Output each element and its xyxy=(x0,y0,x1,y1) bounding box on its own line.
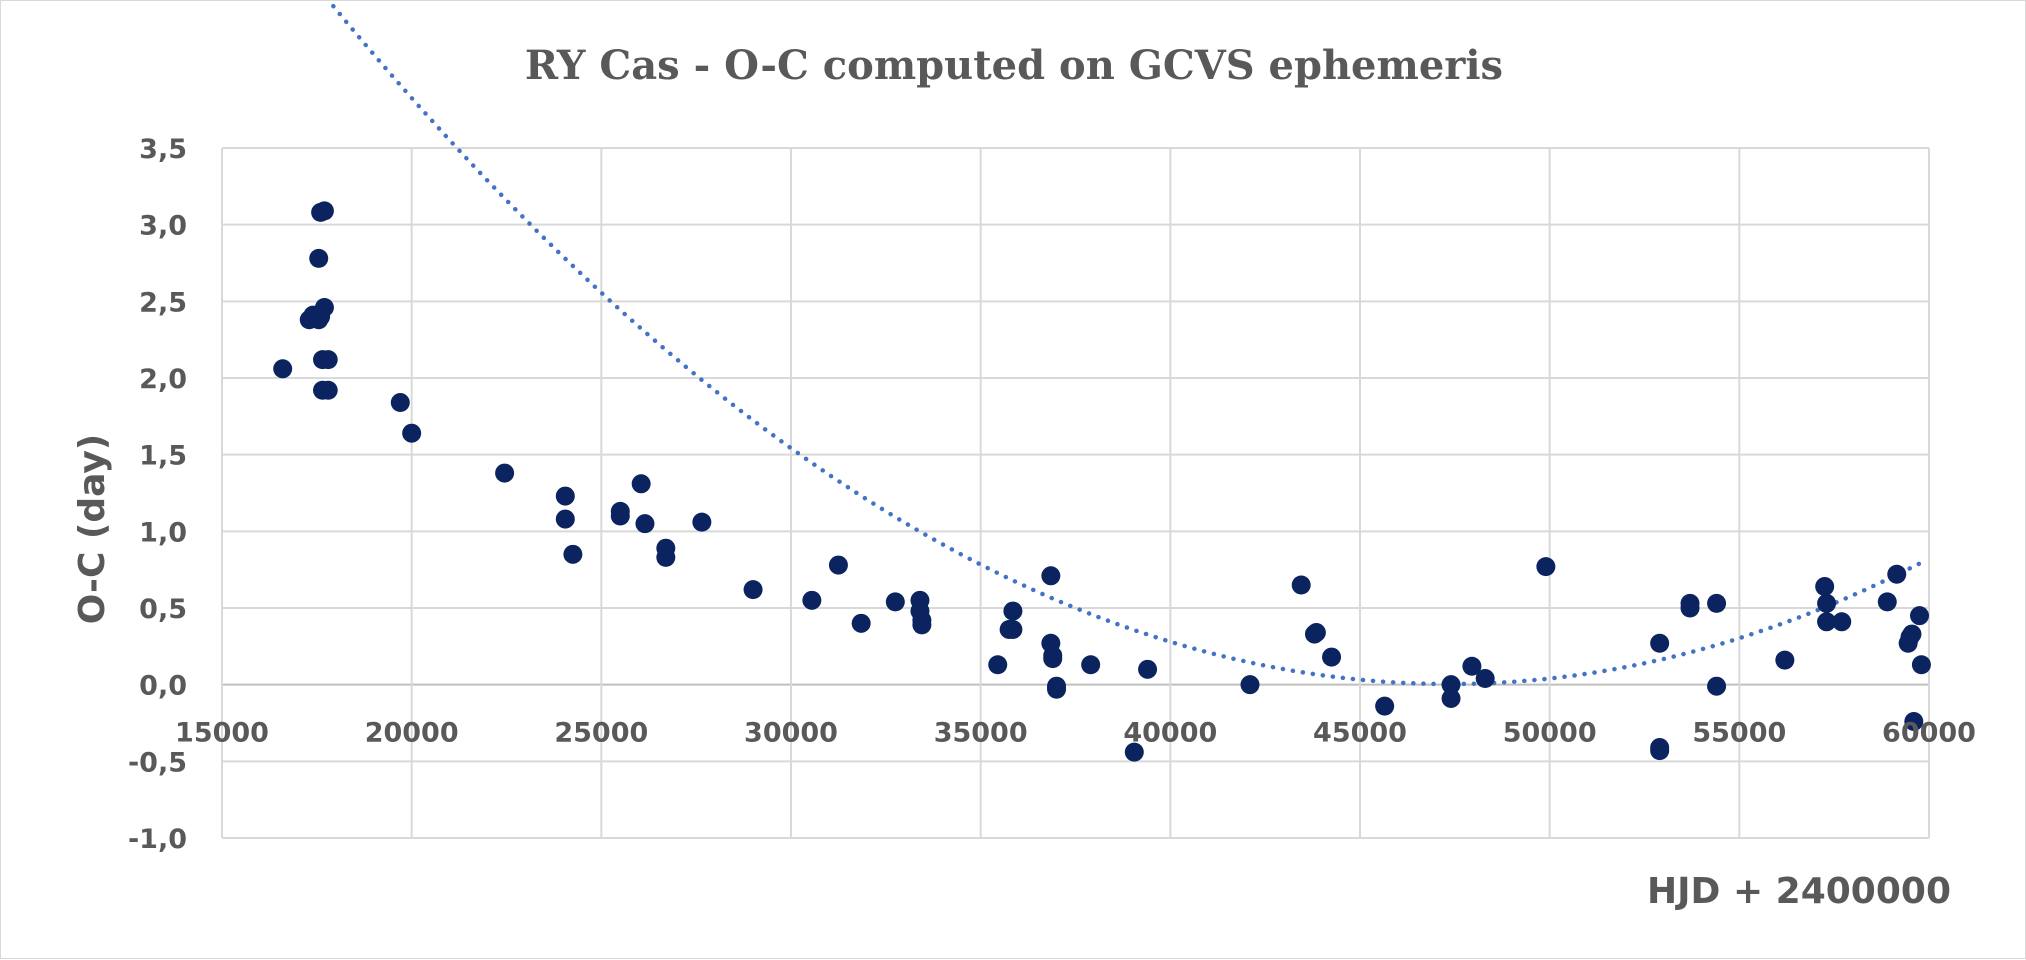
data-point xyxy=(1910,606,1930,626)
data-point xyxy=(1441,675,1461,695)
data-point xyxy=(1441,688,1461,708)
x-tick-labels: 15000 20000 25000 30000 35000 40000 45000 50000… xyxy=(175,718,1976,749)
trendline xyxy=(326,1,1924,687)
data-point xyxy=(1650,633,1670,653)
data-point xyxy=(885,592,905,612)
data-point xyxy=(988,655,1008,675)
y-tick-label: -0,5 xyxy=(128,747,187,778)
y-tick-label: 1,0 xyxy=(139,517,187,548)
data-point xyxy=(563,544,583,564)
data-point xyxy=(1003,601,1023,621)
data-point xyxy=(1322,647,1342,667)
x-tick-label: 20000 xyxy=(365,718,459,749)
data-point xyxy=(851,613,871,633)
data-point xyxy=(273,359,293,379)
x-tick-label: 50000 xyxy=(1503,718,1597,749)
data-point xyxy=(309,248,329,268)
data-point xyxy=(1462,656,1482,676)
data-point xyxy=(1707,676,1727,696)
y-tick-label: 2,5 xyxy=(139,287,187,318)
x-tick-label: 45000 xyxy=(1313,718,1407,749)
data-point xyxy=(1475,669,1495,689)
data-point xyxy=(802,590,822,610)
data-point xyxy=(1081,655,1101,675)
data-point xyxy=(828,555,848,575)
data-point xyxy=(390,393,410,413)
x-tick-label: 40000 xyxy=(1123,718,1217,749)
data-point xyxy=(1911,655,1931,675)
data-point xyxy=(656,547,676,567)
data-point xyxy=(402,423,422,443)
data-point xyxy=(1877,592,1897,612)
data-point xyxy=(635,514,655,534)
data-points-layer xyxy=(273,201,1931,762)
data-point xyxy=(1902,624,1922,644)
data-point xyxy=(1707,593,1727,613)
y-tick-labels: 3,5 3,0 2,5 2,0 1,5 1,0 0,5 0,0 -0,5 -1,0 xyxy=(128,134,187,855)
data-point xyxy=(1817,593,1837,613)
data-point xyxy=(1832,612,1852,632)
data-point xyxy=(1650,741,1670,761)
y-tick-label: 3,5 xyxy=(139,134,187,165)
y-tick-label: 2,0 xyxy=(139,364,187,395)
data-point xyxy=(1138,659,1158,679)
data-point xyxy=(555,486,575,506)
data-point xyxy=(314,201,334,221)
chart-title: RY Cas - O-C computed on GCVS ephemeris xyxy=(525,42,1503,89)
data-point xyxy=(1041,566,1061,586)
data-point xyxy=(1043,649,1063,669)
data-point xyxy=(1680,593,1700,613)
data-point xyxy=(1815,577,1835,597)
data-point xyxy=(1306,623,1326,643)
data-point xyxy=(1775,650,1795,670)
data-point xyxy=(314,297,334,317)
x-tick-label: 15000 xyxy=(175,718,269,749)
y-tick-label: 0,5 xyxy=(139,594,187,625)
y-tick-label: 3,0 xyxy=(139,211,187,242)
data-point xyxy=(555,509,575,529)
data-point xyxy=(318,380,338,400)
x-tick-label: 25000 xyxy=(554,718,648,749)
data-point xyxy=(1240,675,1260,695)
data-point xyxy=(1887,564,1907,584)
x-tick-label: 35000 xyxy=(934,718,1028,749)
x-tick-label: 60000 xyxy=(1882,718,1976,749)
x-axis-title: HJD + 2400000 xyxy=(1647,871,1951,912)
data-point xyxy=(1291,575,1311,595)
x-tick-label: 55000 xyxy=(1692,718,1786,749)
data-point xyxy=(1904,711,1924,731)
data-point xyxy=(1003,619,1023,639)
grid-layer xyxy=(221,147,1930,839)
y-tick-label: 0,0 xyxy=(139,671,187,702)
trendline-layer xyxy=(326,1,1924,687)
data-point xyxy=(912,615,932,635)
data-point xyxy=(1124,742,1144,762)
data-point xyxy=(743,580,763,600)
data-point xyxy=(495,463,515,483)
y-tick-label: 1,5 xyxy=(139,441,187,472)
data-point xyxy=(1536,557,1556,577)
y-tick-label: -1,0 xyxy=(128,824,187,855)
data-point xyxy=(692,512,712,532)
data-point xyxy=(610,506,630,526)
x-tick-label: 30000 xyxy=(744,718,838,749)
data-point xyxy=(1375,696,1395,716)
y-axis-title: O-C (day) xyxy=(72,434,113,625)
data-point xyxy=(1047,679,1067,699)
data-point xyxy=(318,350,338,370)
data-point xyxy=(1817,612,1837,632)
data-point xyxy=(631,474,651,494)
